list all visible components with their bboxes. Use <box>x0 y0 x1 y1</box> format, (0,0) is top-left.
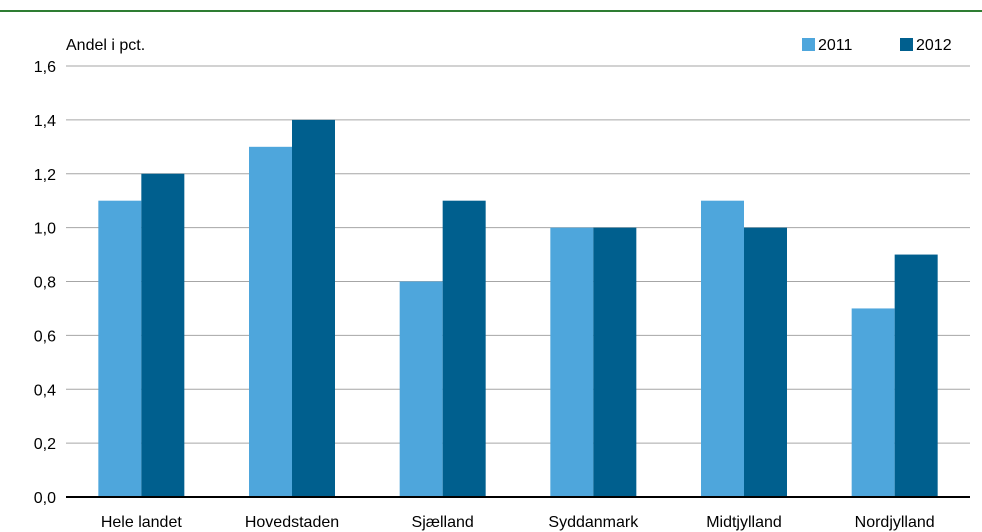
bar-2011-1 <box>249 146 292 497</box>
bar-2011-4 <box>701 200 744 497</box>
x-category-label: Syddanmark <box>548 514 639 531</box>
y-axis-ticks: 0,0 0,2 0,4 0,6 0,8 1,0 1,2 1,4 1,6 <box>34 59 56 507</box>
x-category-label: Midtjylland <box>706 514 782 531</box>
bar-2012-4 <box>744 227 787 497</box>
y-tick-label: 0,8 <box>34 275 56 292</box>
bar-2011-3 <box>550 227 594 497</box>
top-frame-rule <box>0 10 982 12</box>
bars <box>98 119 938 497</box>
y-tick-label: 0,6 <box>34 328 56 345</box>
y-tick-label: 0,2 <box>34 436 56 453</box>
x-axis-labels: Hele landet Hovedstaden Sjælland Syddanmark… <box>101 514 935 531</box>
y-tick-label: 0,4 <box>34 382 56 399</box>
bar-2011-2 <box>399 281 443 497</box>
bar-2012-0 <box>141 173 185 497</box>
y-tick-label: 1,0 <box>34 221 56 238</box>
x-category-label: Hele landet <box>101 514 183 531</box>
bar-2011-5 <box>851 308 895 497</box>
bar-2012-1 <box>292 119 335 497</box>
y-tick-label: 1,4 <box>34 113 56 130</box>
y-tick-label: 1,2 <box>34 167 56 184</box>
legend-label: 2011 <box>818 37 853 54</box>
legend-label: 2012 <box>916 37 952 54</box>
legend-swatch-2012 <box>900 38 913 51</box>
bar-2012-3 <box>593 227 637 497</box>
y-axis-label: Andel i pct. <box>66 37 145 54</box>
bar-2011-0 <box>98 200 142 497</box>
legend-swatch-2011 <box>802 38 815 51</box>
gridlines <box>66 65 970 444</box>
legend: 2011 2012 <box>802 37 952 54</box>
x-category-label: Hovedstaden <box>245 514 339 531</box>
bar-2012-5 <box>894 254 938 497</box>
x-category-label: Sjælland <box>412 514 474 531</box>
x-category-label: Nordjylland <box>855 514 935 531</box>
bar-2012-2 <box>442 200 486 497</box>
y-tick-label: 1,6 <box>34 59 56 76</box>
y-tick-label: 0,0 <box>34 490 56 507</box>
